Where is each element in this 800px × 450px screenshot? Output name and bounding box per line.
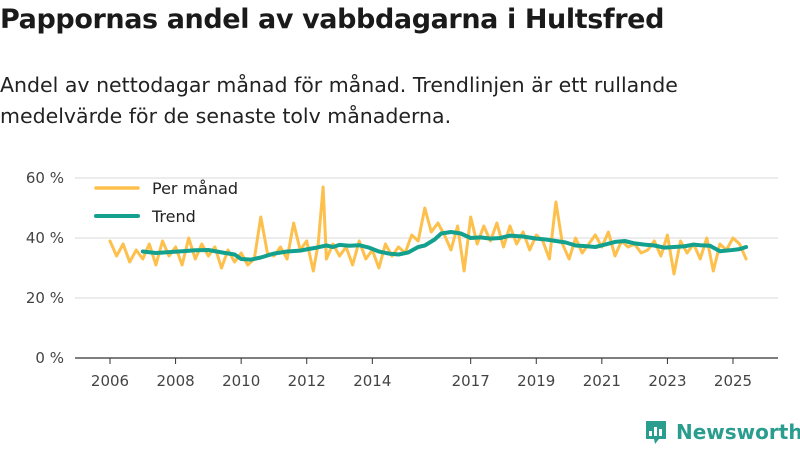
x-axis-ticks: 2006 2008 2010 2012 2014 2017 2019 2021 2023 2025 bbox=[91, 358, 752, 390]
chart-icon-bar bbox=[649, 431, 652, 436]
x-tick-label: 2021 bbox=[583, 372, 621, 390]
y-tick-label: 40 % bbox=[26, 229, 64, 247]
x-tick-label: 2017 bbox=[452, 372, 490, 390]
x-tick-label: 2006 bbox=[91, 372, 129, 390]
legend: Per månad Trend bbox=[94, 179, 238, 226]
chart-title: Pappornas andel av vabbdagarna i Hultsfr… bbox=[0, 4, 665, 35]
legend-label-monthly: Per månad bbox=[152, 179, 238, 198]
chart-icon-bar bbox=[659, 429, 662, 436]
series-lines bbox=[108, 185, 749, 276]
chart-subtitle: Andel av nettodagar månad för månad. Tre… bbox=[0, 73, 678, 128]
series-line-trend bbox=[140, 230, 749, 262]
series-line-monthly bbox=[108, 185, 748, 276]
x-tick-label: 2010 bbox=[222, 372, 260, 390]
y-tick-label: 0 % bbox=[35, 349, 64, 367]
brand-name: Newsworthy bbox=[676, 420, 800, 444]
newsworthy-logo[interactable]: Newsworthy bbox=[646, 420, 800, 444]
y-tick-label: 60 % bbox=[26, 169, 64, 187]
x-tick-label: 2008 bbox=[156, 372, 194, 390]
x-tick-label: 2014 bbox=[353, 372, 391, 390]
legend-label-trend: Trend bbox=[151, 207, 196, 226]
y-axis-ticks: 0 % 20 % 40 % 60 % bbox=[26, 169, 64, 367]
x-tick-label: 2012 bbox=[288, 372, 326, 390]
chart-icon-bar bbox=[654, 427, 657, 436]
x-tick-label: 2019 bbox=[517, 372, 555, 390]
x-tick-label: 2023 bbox=[648, 372, 686, 390]
y-tick-label: 20 % bbox=[26, 289, 64, 307]
gridlines bbox=[75, 177, 778, 359]
x-tick-label: 2025 bbox=[714, 372, 752, 390]
